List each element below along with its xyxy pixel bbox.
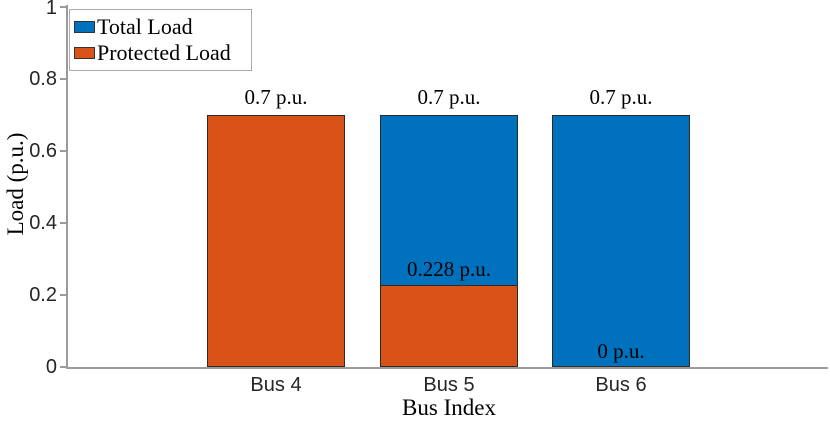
legend: Total Load Protected Load [69, 9, 252, 71]
x-tick-label-bus-5: Bus 5 [423, 374, 475, 396]
y-tick-label: 0.6 [29, 140, 57, 162]
x-tick-label-bus-6: Bus 6 [595, 374, 647, 396]
bar-inner-value-label-bus-6: 0 p.u. [597, 339, 645, 363]
legend-item-total-load: Total Load [74, 14, 251, 40]
legend-item-protected-load: Protected Load [74, 40, 251, 66]
y-tick-label: 0.4 [29, 212, 57, 234]
legend-label-total-load: Total Load [97, 14, 193, 39]
bar-top-value-label-bus-6: 0.7 p.u. [589, 85, 653, 109]
y-tick-label: 1 [45, 0, 57, 19]
bar-total-load-bus-6 [552, 115, 690, 367]
x-axis-line [66, 367, 828, 369]
bar-protected-load-bus-4 [207, 115, 345, 367]
y-tick-label: 0 [45, 356, 57, 378]
legend-swatch-protected-load [74, 47, 95, 59]
y-tick-mark [60, 222, 67, 224]
legend-label-protected-load: Protected Load [97, 40, 231, 65]
y-axis-line [66, 5, 68, 369]
bar-top-value-label-bus-5: 0.7 p.u. [417, 85, 481, 109]
x-axis-label: Bus Index [402, 395, 496, 420]
y-tick-mark [60, 6, 67, 8]
legend-rows: Total Load Protected Load [74, 14, 251, 66]
bar-top-value-label-bus-4: 0.7 p.u. [244, 85, 308, 109]
x-tick-label-bus-4: Bus 4 [250, 374, 302, 396]
y-tick-label: 0.8 [29, 68, 57, 90]
y-axis-label: Load (p.u.) [3, 132, 28, 236]
bar-protected-load-bus-5 [380, 284, 518, 367]
y-tick-mark [60, 78, 67, 80]
y-tick-label: 0.2 [29, 284, 57, 306]
legend-swatch-total-load [74, 21, 95, 33]
y-tick-mark [60, 294, 67, 296]
y-tick-mark [60, 366, 67, 368]
bar-inner-value-label-bus-5: 0.228 p.u. [407, 256, 491, 281]
y-tick-mark [60, 150, 67, 152]
